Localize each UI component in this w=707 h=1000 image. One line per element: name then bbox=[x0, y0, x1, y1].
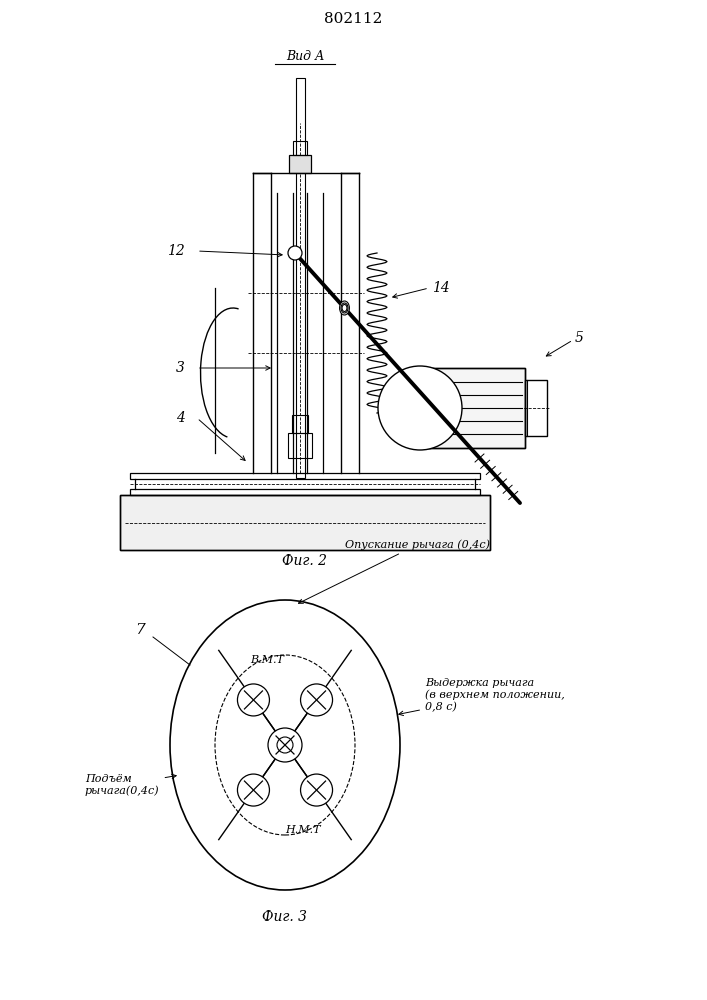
Text: Выдержка рычага
(в верхнем положении,
0,8 с): Выдержка рычага (в верхнем положении, 0,… bbox=[399, 678, 565, 716]
Circle shape bbox=[268, 728, 302, 762]
Bar bbox=[120, 495, 490, 550]
Bar bbox=[289, 155, 311, 173]
Text: Подъём
рычага(0,4с): Подъём рычага(0,4с) bbox=[85, 774, 176, 796]
Circle shape bbox=[300, 774, 332, 806]
Text: 7: 7 bbox=[135, 623, 145, 637]
Text: Опускание рычага (0,4с): Опускание рычага (0,4с) bbox=[298, 539, 490, 603]
Text: Вид А: Вид А bbox=[286, 50, 325, 63]
Bar bbox=[420, 368, 525, 448]
Circle shape bbox=[277, 737, 293, 753]
Bar bbox=[288, 433, 312, 458]
Bar bbox=[130, 473, 480, 479]
Text: 4: 4 bbox=[176, 411, 185, 425]
Circle shape bbox=[288, 246, 302, 260]
Text: 5: 5 bbox=[575, 331, 584, 345]
Ellipse shape bbox=[342, 304, 347, 312]
Bar bbox=[292, 415, 308, 433]
Circle shape bbox=[300, 684, 332, 716]
Circle shape bbox=[238, 774, 269, 806]
Text: 3: 3 bbox=[176, 361, 185, 375]
Text: Фиг. 2: Фиг. 2 bbox=[283, 554, 327, 568]
Bar bbox=[130, 489, 480, 495]
Bar bbox=[120, 495, 490, 550]
Text: 14: 14 bbox=[432, 281, 450, 295]
Circle shape bbox=[378, 366, 462, 450]
Text: 802112: 802112 bbox=[324, 12, 382, 26]
Circle shape bbox=[238, 684, 269, 716]
Text: В.М.Т: В.М.Т bbox=[250, 655, 284, 665]
Ellipse shape bbox=[339, 301, 349, 315]
Ellipse shape bbox=[170, 600, 400, 890]
Bar bbox=[296, 78, 305, 478]
Bar bbox=[525, 380, 547, 436]
Bar bbox=[293, 141, 307, 155]
Text: 12: 12 bbox=[168, 244, 185, 258]
Text: Фиг. 3: Фиг. 3 bbox=[262, 910, 308, 924]
Bar bbox=[420, 368, 525, 448]
Ellipse shape bbox=[341, 303, 348, 313]
Text: Н.М.Т: Н.М.Т bbox=[285, 825, 321, 835]
